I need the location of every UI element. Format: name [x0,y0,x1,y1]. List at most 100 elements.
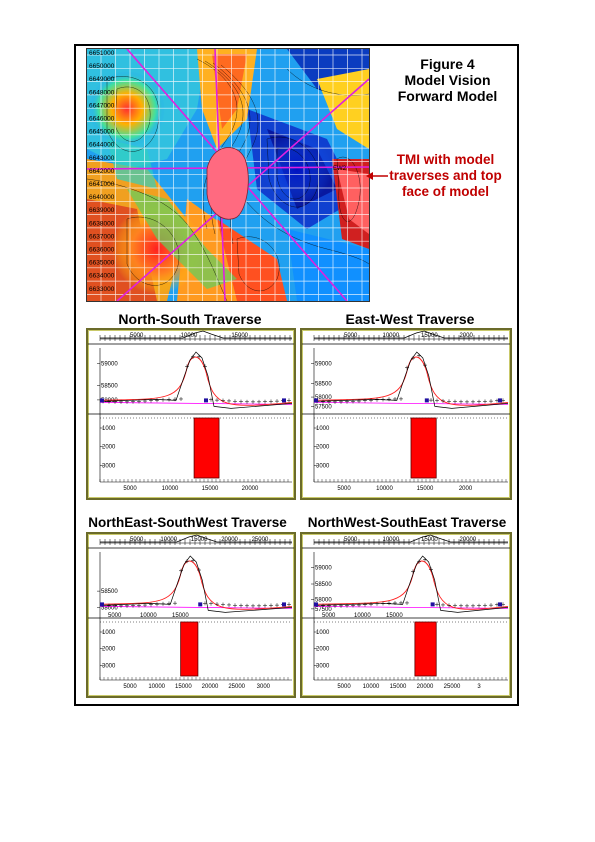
x-axis-label: 5000 [337,684,351,690]
regional-line [100,606,292,608]
calculated-curve [100,561,292,609]
model-top-face [207,148,248,220]
top-axis-label: 15000 [231,333,248,339]
model-body [411,418,436,478]
profile-panel-ns: 5000 10000 15000 59000 58500 58000 1000 2000 300… [86,328,296,500]
northing-label: 6636000 [89,247,115,254]
depth-axis-label: 2000 [102,647,116,653]
control-point [100,602,104,606]
model-body [415,622,436,676]
arrow-left-icon [366,171,388,181]
northing-label: 6643000 [89,155,115,162]
northing-label: 6648000 [89,89,115,96]
mag-axis-label: 59000 [101,362,118,368]
depth-axis-label: 3000 [102,663,116,669]
profile-panel-ew: 5000 10000 15000 2000 59000 58500 58000 57500 10… [300,328,512,500]
x-axis-label: 20000 [202,684,219,690]
profile-chart: 5000 10000 15000 20005900058500580005750010… [302,330,510,498]
x-axis-label: 15000 [175,684,192,690]
mag-axis-label: 57500 [315,404,332,410]
control-point [498,602,502,606]
top-axis-label: 15000 [421,333,438,339]
top-axis-label: 2000 [460,333,474,339]
tmi-map-image: 6651000 6650000 6649000 6648000 6647000 66460… [87,49,369,301]
x-axis-label: 25000 [444,684,461,690]
x-axis-label: 5000 [337,486,351,492]
x-axis-label: 10000 [162,486,179,492]
mid-axis-label: 5000 [108,613,122,619]
northing-label: 6642000 [89,168,115,175]
northing-label: 6641000 [89,181,115,188]
northing-label: 6635000 [89,260,115,267]
mag-axis-label: 57500 [315,607,332,613]
northing-label: 6638000 [89,220,115,227]
mid-axis-label: 15000 [386,613,403,619]
traverse-label: EW2 [333,166,347,172]
control-point [314,602,318,606]
top-axis-label: 10000 [383,537,400,543]
top-axis-label: 10000 [181,333,198,339]
regional-line [100,402,292,404]
x-axis-label: 10000 [148,684,165,690]
tmi-annotation: TMI with model traverses and top face of… [378,152,513,200]
top-axis-label: 5000 [130,537,144,543]
tmi-map: 6651000 6650000 6649000 6648000 6647000 66460… [86,48,370,302]
mag-axis-label: 59000 [315,566,332,572]
profile-panel-nesw: 5000 10000 15000 20000 25000 58500 58000 5000 10… [86,532,296,698]
depth-axis-label: 2000 [316,445,330,451]
depth-axis-label: 2000 [316,647,330,653]
profile-chart: 5000 10000 15000 20000590005850058000575005… [302,534,510,696]
x-axis-label: 15000 [390,684,407,690]
x-axis-label: 10000 [376,486,393,492]
control-point [198,602,202,606]
control-point [431,602,435,606]
mag-axis-label: 58500 [101,384,118,390]
mag-axis-label: 58500 [315,382,332,388]
x-axis-label: 3 [477,684,481,690]
figure-title-line: Forward Model [385,88,510,104]
depth-axis-label: 3000 [102,463,116,469]
control-point [498,398,502,402]
figure-title-line: Figure 4 [385,56,510,72]
profile-panel-nwse: 5000 10000 15000 20000 59000 58500 58000 57500 5… [300,532,512,698]
panel-title-nesw: NorthEast-SouthWest Traverse [80,515,295,530]
x-axis-label: 20000 [242,486,259,492]
profile-chart: 5000 10000 1500059000585005800010002000300… [88,330,294,498]
model-body [194,418,219,478]
x-axis-label: 10000 [363,684,380,690]
control-point [100,398,104,402]
control-point [425,398,429,402]
top-axis-label: 20000 [460,537,477,543]
model-body [181,622,198,676]
x-axis-label: 25000 [228,684,245,690]
control-point [314,398,318,402]
figure-title: Figure 4 Model Vision Forward Model [385,56,510,104]
northing-label: 6647000 [89,102,115,109]
top-axis-label: 15000 [191,537,208,543]
top-axis-label: 10000 [383,333,400,339]
northing-label: 6644000 [89,142,115,149]
mid-axis-label: 10000 [354,613,371,619]
x-axis-label: 5000 [123,684,137,690]
depth-axis-label: 3000 [316,463,330,469]
northing-label: 6646000 [89,116,115,123]
depth-axis-label: 2000 [102,445,116,451]
profile-chart: 5000 10000 15000 20000 2500058500580005000 10… [88,534,294,696]
panel-title-nwse: NorthWest-SouthEast Traverse [297,515,517,530]
calculated-curve [314,357,508,405]
top-axis-label: 5000 [344,333,358,339]
depth-axis-label: 3000 [316,663,330,669]
observed-curve [100,556,292,612]
control-point [204,398,208,402]
x-axis-label: 15000 [417,486,434,492]
mid-axis-label: 5000 [322,613,336,619]
top-axis-label: 25000 [252,537,269,543]
mag-axis-label: 58500 [101,589,118,595]
calculated-curve [100,357,292,405]
northing-label: 6634000 [89,273,115,280]
northing-label: 6633000 [89,286,115,293]
tmi-annotation-line: TMI with model [378,152,513,168]
mid-axis-label: 10000 [140,613,157,619]
panel-title-ns: North-South Traverse [100,311,280,327]
panel-title-ew: East-West Traverse [320,311,500,327]
